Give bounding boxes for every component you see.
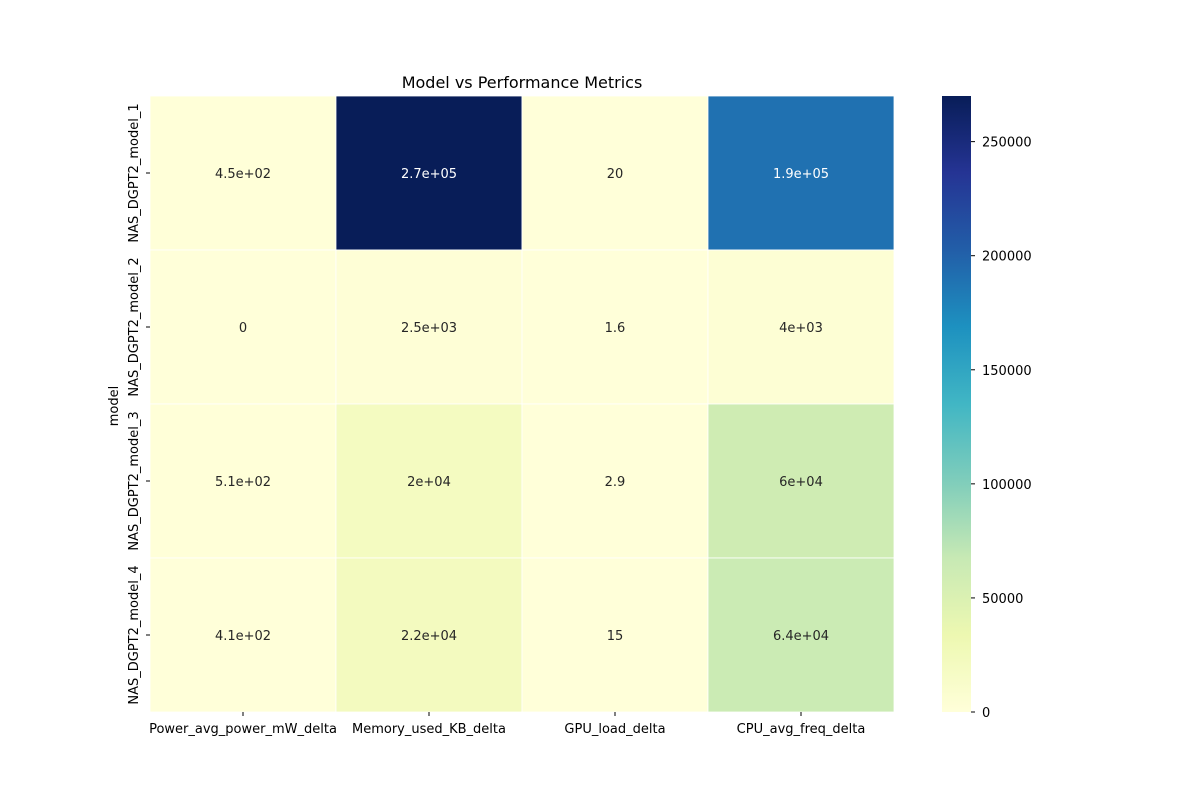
heatmap-cell <box>335 557 523 713</box>
x-axis: Power_avg_power_mW_delta Memory_used_KB_d… <box>149 712 865 737</box>
cell-annotation: 0 <box>239 321 247 336</box>
cell-annotation: 2.9 <box>605 475 626 490</box>
cell-annotation: 5.1e+02 <box>215 475 271 490</box>
x-tick-label: Memory_used_KB_delta <box>352 722 506 737</box>
x-tick-label: CPU_avg_freq_delta <box>737 722 866 737</box>
cell-annotation: 4e+03 <box>779 321 823 336</box>
colorbar: 0 50000 100000 150000 200000 250000 <box>942 96 1032 721</box>
y-axis-label: model <box>107 386 122 426</box>
heatmap-cell <box>149 249 337 405</box>
cell-annotation: 4.5e+02 <box>215 167 271 182</box>
cell-annotation: 4.1e+02 <box>215 629 271 644</box>
heatmap-cell <box>521 557 709 713</box>
heatmap-cell <box>707 557 895 713</box>
cell-annotation: 2.7e+05 <box>401 167 457 182</box>
cell-annotation: 2e+04 <box>407 475 451 490</box>
colorbar-tick-label: 200000 <box>982 250 1032 265</box>
cell-annotation: 6e+04 <box>779 475 823 490</box>
y-tick-label: NAS_DGPT2_model_3 <box>127 411 142 550</box>
heatmap-cell <box>335 249 523 405</box>
heatmap-annotations: 4.5e+02 2.7e+05 20 1.9e+05 0 2.5e+03 1.6 4e+03 5… <box>215 167 829 644</box>
y-tick-label: NAS_DGPT2_model_4 <box>127 565 142 704</box>
heatmap-cell <box>149 95 337 251</box>
cell-annotation: 20 <box>607 167 624 182</box>
heatmap-cell <box>707 249 895 405</box>
heatmap-cell <box>707 95 895 251</box>
colorbar-tick-label: 50000 <box>982 592 1023 607</box>
cell-annotation: 1.9e+05 <box>773 167 829 182</box>
x-tick-label: GPU_load_delta <box>564 722 665 737</box>
cell-annotation: 1.6 <box>605 321 626 336</box>
colorbar-tick-label: 100000 <box>982 478 1032 493</box>
heatmap-cell <box>521 249 709 405</box>
y-tick-label: NAS_DGPT2_model_1 <box>127 103 142 242</box>
heatmap-cell <box>335 403 523 559</box>
cell-annotation: 2.2e+04 <box>401 629 457 644</box>
cell-annotation: 6.4e+04 <box>773 629 829 644</box>
chart-title: Model vs Performance Metrics <box>402 73 643 92</box>
colorbar-gradient <box>942 96 971 712</box>
cell-annotation: 2.5e+03 <box>401 321 457 336</box>
heatmap-cell <box>707 403 895 559</box>
y-axis: NAS_DGPT2_model_1 NAS_DGPT2_model_2 NAS_DG… <box>127 103 150 705</box>
colorbar-tick-label: 150000 <box>982 364 1032 379</box>
heatmap-cell <box>521 95 709 251</box>
y-tick-label: NAS_DGPT2_model_2 <box>127 257 142 396</box>
colorbar-tick-label: 0 <box>982 706 990 721</box>
heatmap-cell <box>335 95 523 251</box>
heatmap-cell <box>149 557 337 713</box>
x-tick-label: Power_avg_power_mW_delta <box>149 722 337 737</box>
colorbar-tick-label: 250000 <box>982 136 1032 151</box>
cell-annotation: 15 <box>607 629 624 644</box>
heatmap-cells <box>149 95 895 713</box>
